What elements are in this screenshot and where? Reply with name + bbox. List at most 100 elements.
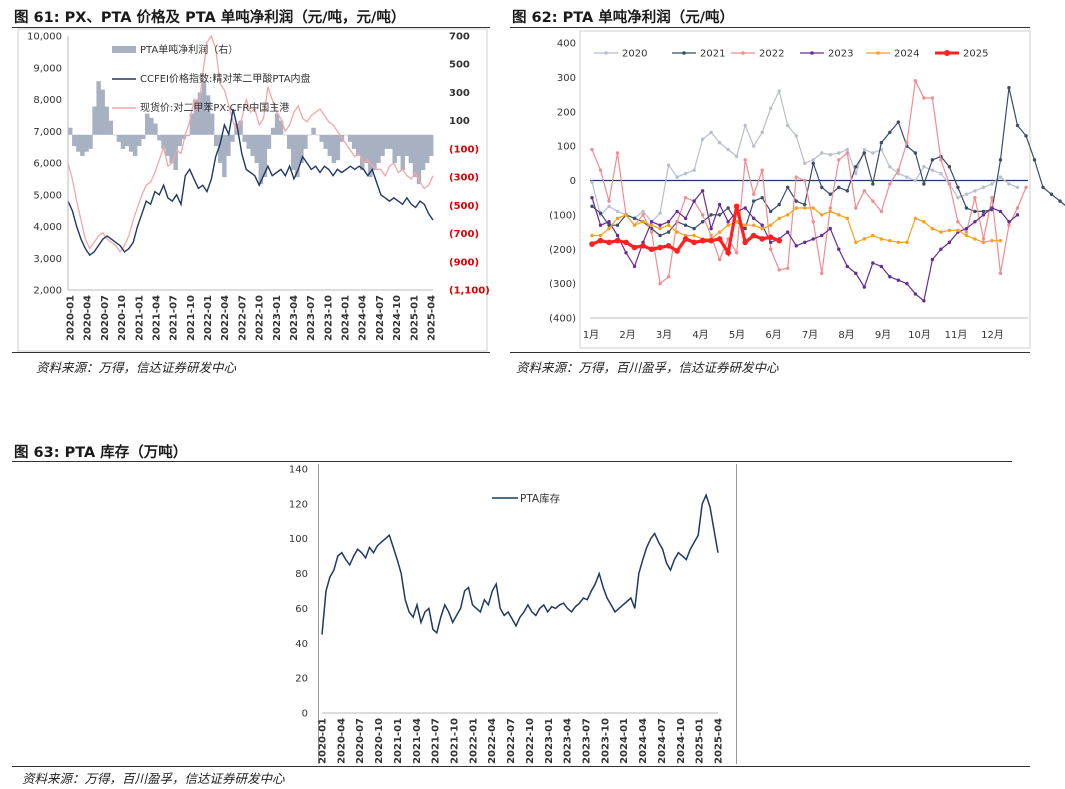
fig62-point-2024 [973, 237, 977, 241]
fig63-x-tick: 2021-10 [450, 718, 461, 764]
fig61-profit-bar [274, 113, 280, 135]
fig61-x-tick: 2020-07 [100, 295, 111, 341]
fig62-point-2022 [939, 158, 943, 162]
fig62-point-2021 [794, 199, 798, 203]
fig62-point-2023 [939, 247, 943, 251]
fig62-point-2022 [751, 192, 756, 196]
fig62-point-2022 [675, 220, 679, 224]
fig62-legend-marker [604, 51, 608, 55]
fig62-point-2021 [828, 192, 832, 196]
fig61-profit-bar [100, 89, 105, 135]
fig62-point-2022 [717, 257, 722, 262]
fig62-point-2025 [699, 237, 706, 244]
fig62-point-2023 [913, 292, 918, 296]
fig61-x-tick: 2020-01 [66, 295, 77, 341]
fig61-x-tick: 2024-01 [341, 295, 352, 341]
fig63-x-tick: 2020-07 [355, 718, 366, 764]
fig61-profit-bar [153, 123, 158, 135]
fig62-point-2022 [956, 220, 960, 224]
fig62-x-tick: 5月 [729, 329, 745, 341]
fig61-profit-bar [209, 113, 215, 135]
fig61-profit-bar [270, 127, 276, 135]
fig62-x-tick: 10月 [908, 329, 931, 341]
fig62-frame [579, 30, 1031, 349]
fig61-profit-bar [141, 134, 146, 140]
fig62-point-2023 [973, 220, 977, 224]
fig61-profit-bar [120, 134, 126, 149]
fig62-legend-label: 2022 [759, 49, 784, 60]
fig62-point-2023 [769, 240, 773, 245]
fig62-point-2023 [700, 189, 705, 193]
fig62-point-2022 [786, 266, 790, 270]
fig61-chart: 2,000 3,000 4,000 5,000 6,000 7,000 8,000 9,000… [17, 28, 490, 352]
fig62-point-2023 [837, 247, 841, 251]
fig61-profit-bar [299, 134, 304, 163]
fig62-point-2021 [769, 209, 773, 214]
fig61-left-tick: 9,000 [33, 63, 62, 74]
fig61-profit-bar [92, 106, 97, 135]
fig61-top-rule [12, 27, 490, 28]
fig61-x-tick: 2022-01 [203, 295, 214, 341]
fig62-point-2023 [786, 230, 790, 234]
fig61-profit-bar [88, 134, 93, 149]
fig62-y-tick: 300 [557, 73, 576, 84]
fig62-point-2020 [981, 185, 986, 190]
fig62-point-2023 [879, 264, 884, 269]
fig61-profit-bar [327, 134, 333, 156]
fig62-legend-label: 2024 [894, 49, 919, 60]
fig61-x-tick: 2023-10 [323, 295, 334, 341]
fig61-profit-bar [189, 113, 195, 135]
fig62-legend-marker [876, 51, 880, 55]
fig62-point-2025 [674, 248, 680, 254]
fig62-point-2025 [776, 237, 783, 244]
fig62-point-2023 [675, 209, 679, 214]
fig62-point-2024 [666, 223, 671, 227]
fig62-point-2022 [666, 275, 671, 279]
fig62-point-2024 [615, 216, 620, 221]
fig62-point-2023 [981, 213, 986, 217]
fig61-x-tick: 2024-07 [375, 295, 386, 341]
fig62-point-2022 [820, 271, 824, 276]
fig61-profit-bar [128, 134, 134, 152]
fig61-profit-bar [307, 134, 312, 136]
fig61-left-tick: 2,000 [33, 286, 62, 297]
fig62-point-2023 [930, 257, 935, 262]
fig61-x-tick: 2020-10 [117, 295, 128, 341]
fig62-x-tick: 3月 [656, 329, 672, 341]
fig62-point-2023 [964, 226, 969, 231]
fig61-title: 图 61: PX、PTA 价格及 PTA 单吨净利润（元/吨，元/吨） [14, 10, 406, 26]
fig62-point-2023 [624, 250, 628, 255]
fig61-profit-bar [360, 134, 365, 171]
fig62-x-tick: 2月 [619, 329, 635, 341]
fig62-point-2022 [641, 213, 645, 217]
fig62-point-2023 [743, 206, 747, 210]
fig62-point-2021 [854, 165, 858, 169]
fig62-point-2024 [726, 223, 730, 227]
fig61-x-tick: 2022-04 [220, 295, 231, 341]
fig61-profit-bar [347, 134, 353, 142]
fig62-point-2025 [716, 236, 723, 242]
fig61-profit-bar [230, 134, 235, 142]
fig63-x-tick: 2020-01 [318, 718, 329, 764]
fig62-legend-label: 2025 [963, 49, 988, 60]
fig61-profit-bar [343, 134, 349, 136]
fig62-point-2024 [871, 233, 875, 238]
fig62-point-2021 [786, 185, 790, 190]
fig61-px-line [67, 34, 434, 254]
fig61-profit-bar [238, 120, 243, 135]
fig63-y-tick: 80 [295, 569, 308, 580]
fig61-profit-bar [72, 134, 77, 147]
fig62-point-2025 [640, 243, 646, 249]
fig62-point-2023 [726, 220, 730, 224]
fig61-left-axis: 2,000 3,000 4,000 5,000 6,000 7,000 8,000 9,000… [27, 32, 69, 297]
fig61-profit-bar [124, 134, 130, 147]
fig62-series-2021 [590, 85, 1065, 238]
fig63-title: 图 63: PTA 库存（万吨） [14, 445, 188, 461]
fig62-point-2025 [682, 236, 689, 242]
fig61-price-lines [67, 34, 434, 257]
fig62-point-2022 [854, 206, 858, 210]
fig61-profit-bar [335, 134, 341, 161]
fig62-point-2022 [905, 140, 909, 145]
fig61-profit-bar [218, 134, 223, 163]
fig62-legend-label: 2020 [622, 49, 647, 60]
